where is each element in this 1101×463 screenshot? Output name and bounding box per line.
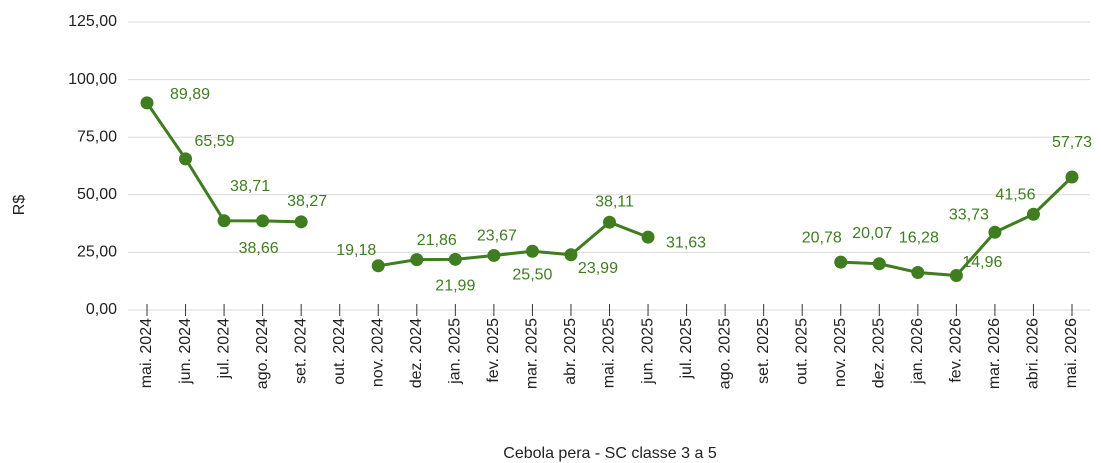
data-point [872,257,886,271]
data-label: 65,59 [195,133,235,150]
x-tick-label: jul. 2024 [215,318,232,380]
data-point [988,225,1002,239]
data-point [1065,170,1079,184]
x-tick-label: nov. 2024 [369,318,386,387]
y-tick-label: 125,00 [68,13,117,30]
data-point [448,252,462,266]
y-tick-label: 50,00 [77,186,117,203]
data-label: 25,50 [512,266,552,283]
data-label: 23,99 [578,260,618,277]
data-label: 38,66 [239,240,279,257]
data-point [641,230,655,244]
x-tick-label: dez. 2025 [871,318,888,388]
data-label: 21,99 [435,278,475,295]
data-point [256,214,270,228]
data-point [525,244,539,258]
y-tick-label: 0,00 [86,301,117,318]
series-line [145,102,1074,278]
x-axis-label: Cebola pera - SC classe 3 a 5 [503,445,717,462]
x-tick-label: out. 2024 [331,318,348,385]
data-label: 23,67 [477,228,517,245]
x-tick-label: mar. 2025 [524,318,541,389]
data-label: 38,11 [595,193,634,210]
x-tick-label: out. 2025 [793,318,810,385]
data-point [564,248,578,262]
data-point [217,214,231,228]
x-tick-label: dez. 2024 [408,318,425,388]
data-point [140,96,154,110]
data-point [911,265,925,279]
data-point [179,152,193,166]
data-label: 41,56 [995,186,1035,203]
data-point [949,269,963,283]
data-point [294,215,308,229]
x-tick-label: ago. 2024 [254,318,271,389]
x-tick-label: nov. 2025 [832,318,849,387]
data-point [410,253,424,267]
x-tick-label: jun. 2025 [639,318,656,385]
data-point [371,259,385,273]
data-label: 89,89 [170,86,210,103]
x-tick-label: abr. 2025 [562,318,579,385]
y-tick-label: 25,00 [77,244,117,261]
data-point [487,248,501,262]
x-tick-label: mar. 2026 [986,318,1003,389]
y-tick-label: 100,00 [68,71,117,88]
data-label: 57,73 [1052,134,1092,151]
x-tick-label: jul. 2025 [678,318,695,380]
x-tick-label: fev. 2026 [948,318,965,383]
y-axis-label: R$ [11,195,28,216]
data-label: 19,18 [336,242,376,259]
data-label: 20,07 [852,225,892,242]
data-label: 31,63 [666,234,706,251]
x-tick-label: jan. 2026 [909,318,926,385]
x-tick-label: set. 2025 [755,318,772,384]
data-label: 16,28 [899,230,939,247]
data-point [1026,207,1040,221]
x-tick-label: jan. 2025 [447,318,464,385]
data-label: 20,78 [802,229,842,246]
data-point [603,215,616,229]
data-label: 38,27 [287,193,327,210]
x-tick-label: mai. 2026 [1063,318,1080,388]
x-tick-label: mai. 2025 [601,318,618,388]
data-label: 33,73 [949,207,989,224]
x-tick-label: abri. 2026 [1025,318,1042,389]
y-tick-label: 75,00 [77,128,117,145]
data-point [834,255,848,269]
data-label: 38,71 [230,178,270,195]
x-tick-label: mai. 2024 [138,318,155,388]
x-tick-label: jun. 2024 [177,318,194,385]
data-label: 14,96 [962,254,1002,271]
x-tick-label: ago. 2025 [716,318,733,389]
data-label: 21,86 [417,232,457,249]
x-tick-label: set. 2024 [292,318,309,384]
x-tick-label: fev. 2025 [485,318,502,383]
